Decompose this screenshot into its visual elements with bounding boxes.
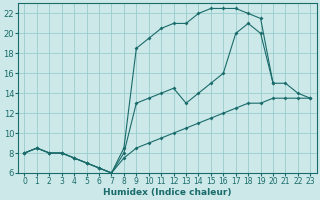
X-axis label: Humidex (Indice chaleur): Humidex (Indice chaleur) — [103, 188, 232, 197]
